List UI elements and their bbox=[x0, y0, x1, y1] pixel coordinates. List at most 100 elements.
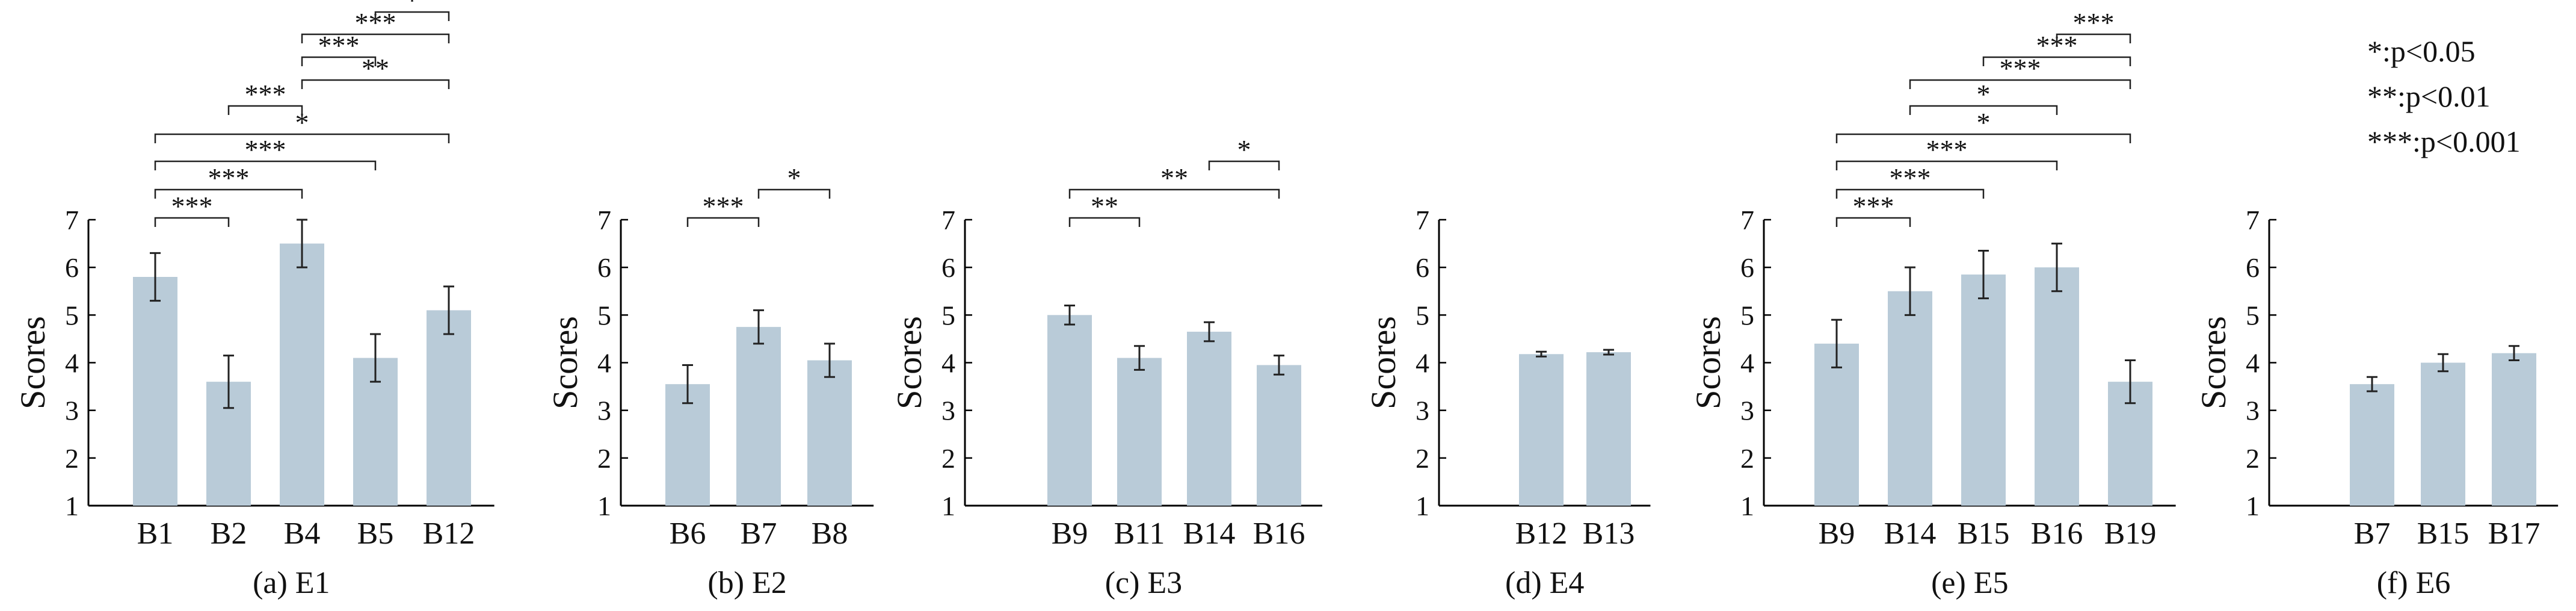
y-tick-label: 6 bbox=[597, 252, 611, 283]
y-tick-label: 3 bbox=[597, 395, 611, 426]
y-tick-label: 5 bbox=[1740, 300, 1754, 330]
category-label: B15 bbox=[2417, 516, 2470, 551]
significance-label: *** bbox=[703, 191, 744, 222]
significance-bracket bbox=[1068, 217, 1141, 227]
y-tick-label: 7 bbox=[941, 205, 955, 235]
significance-label: *** bbox=[208, 163, 250, 193]
bar bbox=[1519, 354, 1564, 506]
significance-label: *** bbox=[1926, 134, 1968, 165]
significance-bracket bbox=[374, 11, 450, 21]
category-label: B13 bbox=[1583, 516, 1635, 551]
category-label: B1 bbox=[137, 516, 174, 551]
significance-label: *** bbox=[318, 30, 360, 61]
significance-label: *** bbox=[2073, 7, 2115, 38]
y-tick-label: 7 bbox=[1740, 205, 1754, 235]
significance-bracket bbox=[301, 33, 450, 43]
significance-bracket bbox=[757, 188, 831, 199]
significance-label: * bbox=[1237, 134, 1251, 165]
significance-bracket bbox=[227, 105, 303, 115]
y-tick-label: 6 bbox=[941, 252, 955, 283]
significance-bracket bbox=[154, 217, 230, 227]
bar bbox=[1814, 343, 1859, 506]
y-tick-label: 1 bbox=[65, 491, 79, 521]
y-tick-label: 4 bbox=[941, 348, 955, 379]
significance-bracket bbox=[1909, 105, 2058, 115]
bar bbox=[2492, 353, 2536, 506]
significance-legend: *:p<0.05 **:p<0.01 ***:p<0.001 bbox=[2367, 34, 2521, 158]
significance-bracket bbox=[1835, 160, 2058, 170]
significance-label: *** bbox=[1853, 191, 1894, 222]
y-tick-label: 2 bbox=[941, 443, 955, 474]
category-label: B12 bbox=[423, 516, 475, 551]
significance-bracket bbox=[1835, 217, 1911, 227]
y-tick-label: 4 bbox=[2246, 348, 2260, 379]
bar bbox=[1047, 315, 1092, 506]
panel-caption: (c) E3 bbox=[1105, 566, 1182, 600]
bar bbox=[1586, 352, 1631, 506]
bar bbox=[807, 360, 852, 506]
significance-label: * bbox=[405, 0, 419, 16]
bar bbox=[1257, 365, 1301, 506]
y-axis-label: Scores bbox=[13, 316, 52, 409]
significance-label: * bbox=[1977, 107, 1991, 138]
significance-label: ** bbox=[1091, 191, 1118, 222]
legend-entry: ***:p<0.001 bbox=[2367, 125, 2521, 158]
category-label: B9 bbox=[1052, 516, 1088, 551]
significance-label: * bbox=[295, 107, 309, 138]
significance-label: ** bbox=[1160, 163, 1188, 193]
category-label: B5 bbox=[357, 516, 394, 551]
category-label: B6 bbox=[670, 516, 706, 551]
y-axis-label: Scores bbox=[1364, 316, 1403, 409]
y-tick-label: 3 bbox=[65, 395, 79, 426]
significance-label: *** bbox=[245, 79, 286, 110]
significance-bracket bbox=[154, 133, 450, 143]
chart-panel: 1 2 3 4 5 6 7 Scores B12 B13 (d) E4 bbox=[1364, 205, 1651, 600]
y-axis-label: Scores bbox=[890, 316, 929, 409]
bar bbox=[2421, 362, 2465, 506]
category-label: B7 bbox=[741, 516, 777, 551]
significance-bracket bbox=[301, 56, 377, 66]
y-tick-label: 6 bbox=[1740, 252, 1754, 283]
category-label: B2 bbox=[211, 516, 247, 551]
y-tick-label: 3 bbox=[1740, 395, 1754, 426]
y-tick-label: 5 bbox=[1416, 300, 1429, 330]
y-tick-label: 1 bbox=[941, 491, 955, 521]
y-tick-label: 4 bbox=[1416, 348, 1429, 379]
y-tick-label: 2 bbox=[597, 443, 611, 474]
y-tick-label: 5 bbox=[65, 300, 79, 330]
y-tick-label: 3 bbox=[1416, 395, 1429, 426]
category-label: B15 bbox=[1958, 516, 2010, 551]
panel-caption: (d) E4 bbox=[1505, 566, 1584, 600]
bar bbox=[1117, 358, 1162, 506]
y-tick-label: 5 bbox=[2246, 300, 2260, 330]
significance-bracket bbox=[2056, 33, 2131, 43]
bar bbox=[665, 384, 710, 506]
bar bbox=[133, 277, 177, 506]
y-axis-label: Scores bbox=[1689, 316, 1728, 409]
significance-bracket bbox=[686, 217, 760, 227]
y-tick-label: 4 bbox=[1740, 348, 1754, 379]
bar bbox=[1888, 291, 1932, 506]
y-tick-label: 7 bbox=[2246, 205, 2260, 235]
category-label: B12 bbox=[1515, 516, 1568, 551]
category-label: B14 bbox=[1183, 516, 1236, 551]
significance-label: *** bbox=[2000, 53, 2041, 84]
panel-caption: (b) E2 bbox=[707, 566, 786, 600]
y-tick-label: 1 bbox=[2246, 491, 2260, 521]
category-label: B4 bbox=[284, 516, 321, 551]
bar bbox=[1187, 332, 1231, 506]
significance-bracket bbox=[154, 160, 377, 170]
significance-label: * bbox=[787, 163, 801, 193]
significance-label: *** bbox=[171, 191, 213, 222]
legend-entry: **:p<0.01 bbox=[2367, 79, 2491, 113]
category-label: B8 bbox=[812, 516, 848, 551]
panel-caption: (e) E5 bbox=[1931, 566, 2008, 600]
significance-bracket bbox=[1068, 188, 1280, 199]
bar bbox=[280, 243, 324, 506]
y-axis-label: Scores bbox=[2194, 316, 2233, 409]
y-tick-label: 2 bbox=[1740, 443, 1754, 474]
